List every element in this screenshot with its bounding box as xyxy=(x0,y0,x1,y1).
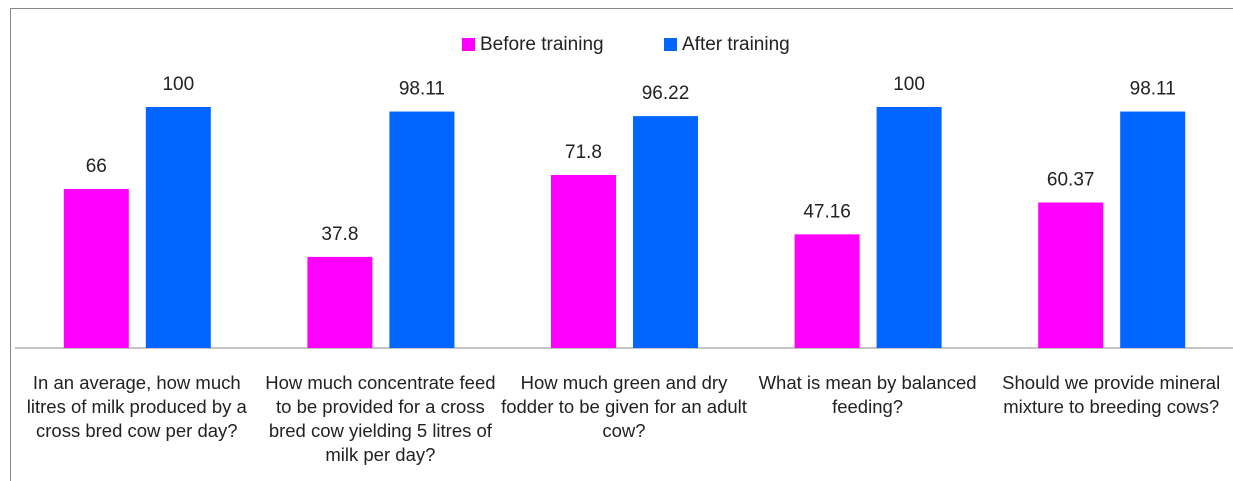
bar xyxy=(795,234,860,348)
bar xyxy=(1038,203,1103,348)
chart: Before training After training 66 100 37.8 98… xyxy=(0,0,1233,481)
bar xyxy=(64,189,129,348)
bar xyxy=(877,107,942,348)
legend-label: Before training xyxy=(480,34,604,55)
value-label: 100 xyxy=(162,74,194,95)
bar xyxy=(633,116,698,348)
value-label: 98.11 xyxy=(1130,79,1176,100)
value-label: 71.8 xyxy=(565,142,602,163)
bar xyxy=(1120,112,1185,348)
value-label: 66 xyxy=(86,156,107,177)
value-label: 37.8 xyxy=(321,224,358,245)
value-label: 60.37 xyxy=(1047,170,1095,191)
value-label: 47.16 xyxy=(803,201,851,222)
bar xyxy=(389,112,454,348)
bar xyxy=(146,107,211,348)
value-label: 98.11 xyxy=(399,79,445,100)
value-label: 96.22 xyxy=(642,83,690,104)
x-tick-label: What is mean by balanced feeding? xyxy=(745,371,991,419)
x-tick-label: How much green and dry fodder to be give… xyxy=(501,371,747,443)
bar xyxy=(307,257,372,348)
legend-swatch xyxy=(664,38,677,51)
x-tick-label: In an average, how much litres of milk p… xyxy=(14,371,260,443)
legend-label: After training xyxy=(682,34,790,55)
legend-swatch xyxy=(462,38,475,51)
value-label: 100 xyxy=(893,74,925,95)
x-tick-label: How much concentrate feed to be provided… xyxy=(257,371,503,467)
bar xyxy=(551,175,616,348)
x-tick-label: Should we provide mineral mixture to bre… xyxy=(988,371,1233,419)
